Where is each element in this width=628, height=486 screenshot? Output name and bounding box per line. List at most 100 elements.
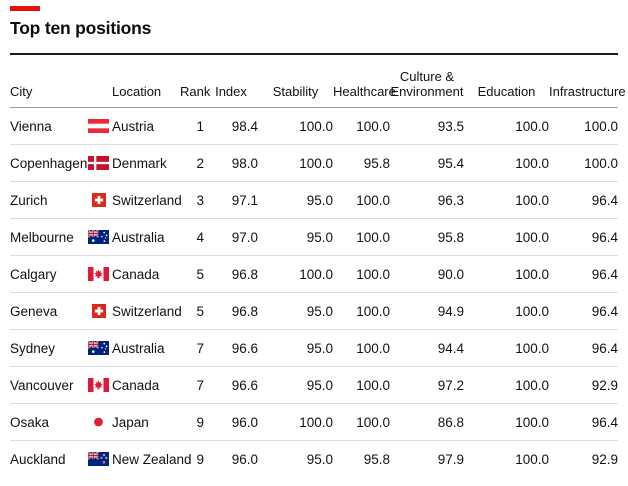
- cell-stability: 95.0: [306, 229, 333, 245]
- japan-flag-icon: [88, 415, 109, 429]
- table-row: Copenhagen Denmark 2 98.0 100.0 95.8 95.4 100.0…: [10, 144, 618, 182]
- cell-culture_environment: 97.2: [437, 377, 464, 393]
- cell-stability: 95.0: [306, 303, 333, 319]
- cell-location: Australia: [88, 330, 180, 367]
- cell-location: Japan: [88, 404, 180, 441]
- cell-location: Switzerland: [88, 182, 182, 219]
- cell-city: Auckland: [10, 451, 66, 467]
- table-row: Geneva Switzerland 5 96.8 95.0 100.0 94.9 100.0…: [10, 292, 618, 330]
- top-ten-table: City Location Rank Index Stability Healthcare…: [10, 53, 626, 478]
- cell-culture_environment: 97.9: [437, 451, 464, 467]
- cell-infrastructure: 96.4: [591, 229, 618, 245]
- cell-culture_environment: 86.8: [437, 414, 464, 430]
- cell-stability: 95.0: [306, 451, 333, 467]
- cell-education: 100.0: [515, 303, 549, 319]
- cell-stability: 100.0: [299, 118, 333, 134]
- location-label: New Zealand: [112, 451, 192, 467]
- cell-location: New Zealand: [88, 441, 192, 478]
- cell-index: 97.1: [231, 192, 258, 208]
- switzerland-flag-icon: [88, 193, 109, 207]
- location-with-flag: Japan: [88, 415, 180, 430]
- cell-stability: 100.0: [299, 266, 333, 282]
- cell-rank: 2: [196, 155, 204, 171]
- column-header-city: City: [10, 84, 33, 99]
- canada-flag-icon: [88, 267, 109, 281]
- table-row: Auckland New Zealand 9 96.0 95.0 95.8 97.9 100.…: [10, 440, 618, 478]
- australia-flag-icon: [88, 230, 109, 244]
- location-with-flag: Canada: [88, 378, 180, 393]
- red-accent-bar: [10, 6, 40, 11]
- cell-education: 100.0: [515, 414, 549, 430]
- cell-healthcare: 100.0: [356, 192, 390, 208]
- column-header-index: Index: [215, 84, 247, 99]
- cell-healthcare: 95.8: [363, 155, 390, 171]
- table-row: Melbourne Australia 4 97.0 95.0 100.0 95.8 100.…: [10, 218, 618, 256]
- location-label: Austria: [112, 118, 155, 134]
- cell-healthcare: 95.8: [363, 451, 390, 467]
- austria-flag-icon: [88, 119, 109, 133]
- cell-infrastructure: 92.9: [591, 451, 618, 467]
- cell-culture_environment: 93.5: [437, 118, 464, 134]
- cell-city: Vienna: [10, 118, 52, 134]
- table-row: Vancouver Canada 7 96.6 95.0 100.0 97.2 100.0 92…: [10, 366, 618, 404]
- cell-rank: 1: [196, 118, 204, 134]
- cell-infrastructure: 96.4: [591, 192, 618, 208]
- new-zealand-flag-icon: [88, 452, 109, 467]
- cell-stability: 95.0: [306, 340, 333, 356]
- australia-flag-icon: [88, 341, 109, 355]
- denmark-flag-icon: [88, 156, 109, 170]
- cell-index: 96.6: [231, 377, 258, 393]
- cell-stability: 95.0: [306, 192, 333, 208]
- cell-education: 100.0: [515, 229, 549, 245]
- cell-location: Canada: [88, 367, 180, 404]
- location-with-flag: Switzerland: [88, 193, 182, 208]
- cell-infrastructure: 96.4: [591, 340, 618, 356]
- cell-culture_environment: 95.4: [437, 155, 464, 171]
- cell-city: Geneva: [10, 303, 58, 319]
- cell-infrastructure: 92.9: [591, 377, 618, 393]
- cell-infrastructure: 100.0: [584, 118, 618, 134]
- cell-education: 100.0: [515, 155, 549, 171]
- location-label: Canada: [112, 266, 160, 282]
- cell-location: Denmark: [88, 145, 180, 182]
- table-row: Osaka Japan 9 96.0 100.0 100.0 86.8 100.0 96.4: [10, 403, 618, 441]
- cell-index: 96.6: [231, 340, 258, 356]
- cell-infrastructure: 96.4: [591, 266, 618, 282]
- cell-healthcare: 100.0: [356, 340, 390, 356]
- cell-index: 96.8: [231, 303, 258, 319]
- cell-education: 100.0: [515, 451, 549, 467]
- cell-index: 96.0: [231, 414, 258, 430]
- cell-education: 100.0: [515, 118, 549, 134]
- cell-culture_environment: 96.3: [437, 192, 464, 208]
- column-header-location: Location: [112, 84, 162, 99]
- table-row: Vienna Austria 1 98.4 100.0 100.0 93.5 100.0 100…: [10, 108, 618, 145]
- cell-stability: 95.0: [306, 377, 333, 393]
- cell-culture_environment: 95.8: [437, 229, 464, 245]
- location-with-flag: Canada: [88, 267, 180, 282]
- cell-education: 100.0: [515, 192, 549, 208]
- cell-healthcare: 100.0: [356, 377, 390, 393]
- location-label: Switzerland: [112, 303, 182, 319]
- cell-infrastructure: 96.4: [591, 303, 618, 319]
- cell-location: Canada: [88, 256, 180, 293]
- table-row: Zurich Switzerland 3 97.1 95.0 100.0 96.3 100.0…: [10, 181, 618, 219]
- location-with-flag: Australia: [88, 341, 180, 356]
- cell-index: 98.4: [231, 118, 258, 134]
- location-with-flag: New Zealand: [88, 452, 192, 467]
- canada-flag-icon: [88, 378, 109, 392]
- cell-rank: 5: [196, 266, 204, 282]
- location-label: Australia: [112, 229, 165, 245]
- cell-healthcare: 100.0: [356, 118, 390, 134]
- cell-infrastructure: 100.0: [584, 155, 618, 171]
- cell-healthcare: 100.0: [356, 266, 390, 282]
- cell-location: Australia: [88, 219, 180, 256]
- table-header-row: City Location Rank Index Stability Healthcare…: [10, 54, 626, 108]
- cell-index: 96.8: [231, 266, 258, 282]
- cell-city: Melbourne: [10, 229, 74, 245]
- location-label: Denmark: [112, 155, 167, 171]
- column-header-rank: Rank: [180, 84, 211, 99]
- cell-infrastructure: 96.4: [591, 414, 618, 430]
- cell-culture_environment: 90.0: [437, 266, 464, 282]
- cell-stability: 100.0: [299, 414, 333, 430]
- page-title: Top ten positions: [10, 18, 152, 38]
